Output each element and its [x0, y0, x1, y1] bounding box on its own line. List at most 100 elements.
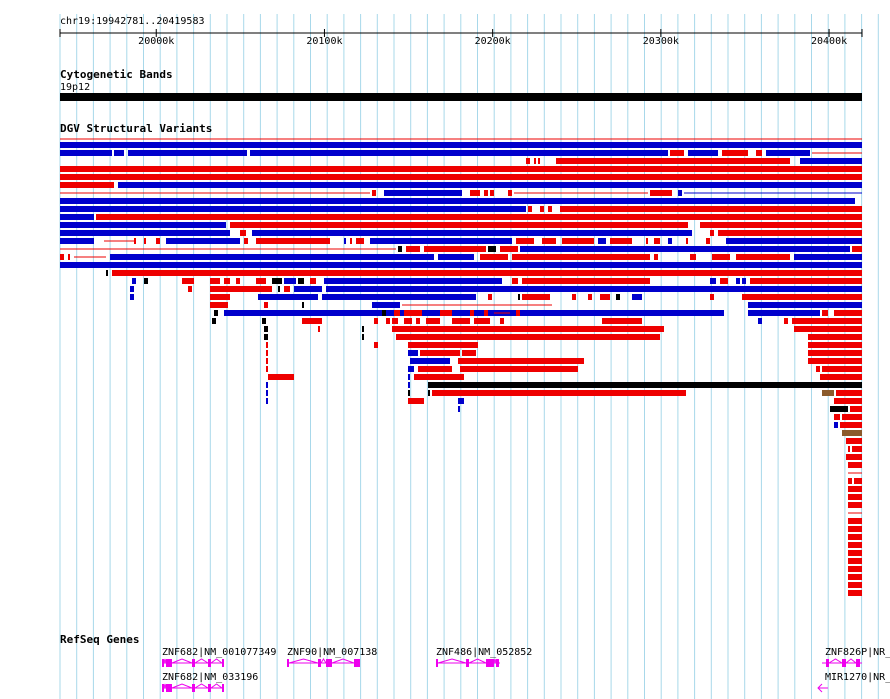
- dgv-variant[interactable]: [852, 446, 862, 452]
- dgv-variant[interactable]: [848, 518, 862, 524]
- dgv-variant[interactable]: [470, 190, 480, 196]
- dgv-variant[interactable]: [572, 294, 576, 300]
- dgv-variant[interactable]: [266, 382, 268, 388]
- dgv-variant[interactable]: [268, 374, 294, 380]
- dgv-variant[interactable]: [742, 294, 862, 300]
- dgv-variant[interactable]: [262, 318, 266, 324]
- dgv-variant[interactable]: [372, 190, 376, 196]
- dgv-variant[interactable]: [840, 422, 862, 428]
- dgv-variant[interactable]: [834, 310, 862, 316]
- dgv-variant[interactable]: [408, 350, 418, 356]
- dgv-variant[interactable]: [420, 350, 460, 356]
- gene-znf682-a-exon[interactable]: [208, 659, 211, 667]
- dgv-variant[interactable]: [302, 318, 322, 324]
- dgv-variant[interactable]: [830, 406, 848, 412]
- dgv-variant[interactable]: [458, 406, 460, 412]
- dgv-variant[interactable]: [258, 294, 318, 300]
- dgv-variant[interactable]: [784, 318, 788, 324]
- dgv-variant[interactable]: [156, 238, 160, 244]
- dgv-variant[interactable]: [848, 590, 862, 596]
- dgv-variant[interactable]: [68, 254, 70, 260]
- dgv-variant[interactable]: [848, 494, 862, 500]
- gene-znf486-exon[interactable]: [436, 659, 438, 667]
- dgv-variant[interactable]: [850, 406, 862, 412]
- dgv-variant[interactable]: [424, 246, 486, 252]
- dgv-variant-features[interactable]: [60, 138, 862, 596]
- dgv-variant[interactable]: [428, 382, 862, 388]
- dgv-variant[interactable]: [500, 246, 518, 252]
- dgv-variant[interactable]: [166, 238, 240, 244]
- dgv-variant[interactable]: [470, 310, 474, 316]
- dgv-variant[interactable]: [244, 238, 248, 244]
- dgv-variant[interactable]: [134, 238, 136, 244]
- dgv-variant[interactable]: [480, 254, 508, 260]
- dgv-variant[interactable]: [848, 398, 862, 404]
- dgv-variant[interactable]: [598, 238, 606, 244]
- dgv-variant[interactable]: [522, 278, 650, 284]
- dgv-variant[interactable]: [512, 254, 650, 260]
- dgv-variant[interactable]: [808, 350, 862, 356]
- dgv-variant[interactable]: [144, 278, 148, 284]
- dgv-variant[interactable]: [410, 358, 450, 364]
- dgv-variant[interactable]: [846, 454, 862, 460]
- dgv-variant[interactable]: [440, 310, 452, 316]
- dgv-variant[interactable]: [212, 318, 216, 324]
- dgv-variant[interactable]: [60, 182, 114, 188]
- dgv-variant[interactable]: [800, 158, 862, 164]
- gene-znf90-exon[interactable]: [287, 659, 289, 667]
- dgv-variant[interactable]: [816, 366, 820, 372]
- dgv-variant[interactable]: [374, 342, 378, 348]
- dgv-variant[interactable]: [512, 278, 518, 284]
- dgv-variant[interactable]: [214, 310, 218, 316]
- gene-znf682-b-exon[interactable]: [162, 684, 164, 692]
- dgv-variant[interactable]: [526, 158, 530, 164]
- dgv-variant[interactable]: [458, 358, 584, 364]
- dgv-variant[interactable]: [848, 446, 850, 452]
- dgv-variant[interactable]: [848, 542, 862, 548]
- dgv-variant[interactable]: [224, 278, 230, 284]
- dgv-variant[interactable]: [834, 414, 840, 420]
- dgv-variant[interactable]: [602, 318, 642, 324]
- dgv-variant[interactable]: [462, 350, 476, 356]
- dgv-variant[interactable]: [264, 326, 268, 332]
- dgv-variant[interactable]: [808, 334, 862, 340]
- dgv-variant[interactable]: [610, 238, 632, 244]
- dgv-variant[interactable]: [848, 566, 862, 572]
- dgv-variant[interactable]: [710, 294, 714, 300]
- dgv-variant[interactable]: [384, 190, 462, 196]
- dgv-variant[interactable]: [528, 206, 532, 212]
- gene-znf682-b-exon[interactable]: [166, 684, 172, 692]
- dgv-variant[interactable]: [842, 414, 862, 420]
- dgv-variant[interactable]: [792, 318, 862, 324]
- dgv-variant[interactable]: [60, 198, 855, 204]
- dgv-variant[interactable]: [344, 238, 346, 244]
- gene-znf682-b-exon[interactable]: [208, 684, 211, 692]
- dgv-variant[interactable]: [654, 254, 658, 260]
- dgv-variant[interactable]: [284, 278, 296, 284]
- dgv-variant[interactable]: [750, 278, 862, 284]
- dgv-variant[interactable]: [722, 150, 748, 156]
- dgv-variant[interactable]: [112, 270, 862, 276]
- dgv-variant[interactable]: [426, 318, 440, 324]
- dgv-variant[interactable]: [394, 310, 400, 316]
- dgv-variant[interactable]: [766, 150, 810, 156]
- dgv-variant[interactable]: [562, 238, 594, 244]
- dgv-variant[interactable]: [522, 294, 550, 300]
- dgv-variant[interactable]: [118, 182, 862, 188]
- gene-znf826p-exon[interactable]: [842, 659, 846, 667]
- dgv-variant[interactable]: [758, 318, 762, 324]
- gene-znf682-a-exon[interactable]: [162, 659, 164, 667]
- dgv-variant[interactable]: [616, 294, 620, 300]
- dgv-variant[interactable]: [822, 366, 862, 372]
- dgv-variant[interactable]: [748, 302, 862, 308]
- dgv-variant[interactable]: [490, 190, 494, 196]
- gene-znf90-exon[interactable]: [318, 659, 321, 667]
- dgv-variant[interactable]: [726, 238, 862, 244]
- dgv-variant[interactable]: [256, 278, 266, 284]
- gene-znf682-a-exon[interactable]: [166, 659, 172, 667]
- dgv-variant[interactable]: [326, 286, 862, 292]
- dgv-variant[interactable]: [438, 254, 474, 260]
- dgv-variant[interactable]: [60, 166, 862, 172]
- dgv-variant[interactable]: [266, 398, 268, 404]
- dgv-variant[interactable]: [484, 190, 488, 196]
